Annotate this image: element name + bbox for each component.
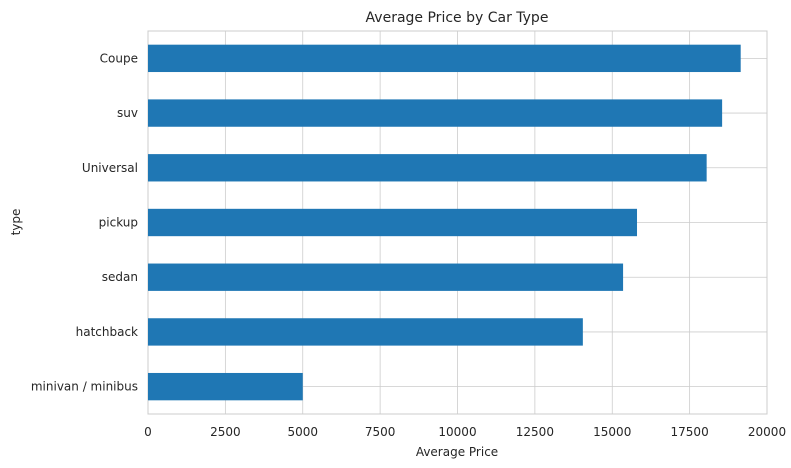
bar <box>148 99 723 127</box>
x-tick-label: 0 <box>144 425 152 439</box>
x-tick-label: 15000 <box>593 425 631 439</box>
bar <box>148 154 707 182</box>
x-tick-label: 2500 <box>210 425 241 439</box>
x-tick-label: 20000 <box>748 425 786 439</box>
x-tick-label: 10000 <box>438 425 476 439</box>
bar <box>148 263 624 291</box>
bar <box>148 208 638 237</box>
x-tick-labels: 0 2500 5000 7500 10000 12500 15000 17500 20000 <box>144 425 786 439</box>
x-tick-label: 17500 <box>671 425 709 439</box>
bar <box>148 44 741 73</box>
y-tick-label: suv <box>117 106 138 120</box>
chart-title: Average Price by Car Type <box>366 10 549 26</box>
x-axis-label: Average Price <box>416 445 498 459</box>
y-tick-label: hatchback <box>76 325 138 339</box>
x-tick-label: 12500 <box>516 425 554 439</box>
bar <box>148 318 583 346</box>
y-axis-label: type <box>9 209 23 236</box>
y-tick-label: pickup <box>99 216 138 230</box>
bar <box>148 372 303 401</box>
y-tick-labels: minivan / minibus hatchback sedan pickup Uni… <box>31 51 138 393</box>
x-tick-label: 7500 <box>365 425 396 439</box>
y-tick-label: Coupe <box>100 51 138 65</box>
y-tick-label: Universal <box>82 161 138 175</box>
x-tick-label: 5000 <box>287 425 318 439</box>
y-tick-label: minivan / minibus <box>31 380 138 394</box>
bars <box>148 44 741 401</box>
y-tick-label: sedan <box>102 270 138 284</box>
